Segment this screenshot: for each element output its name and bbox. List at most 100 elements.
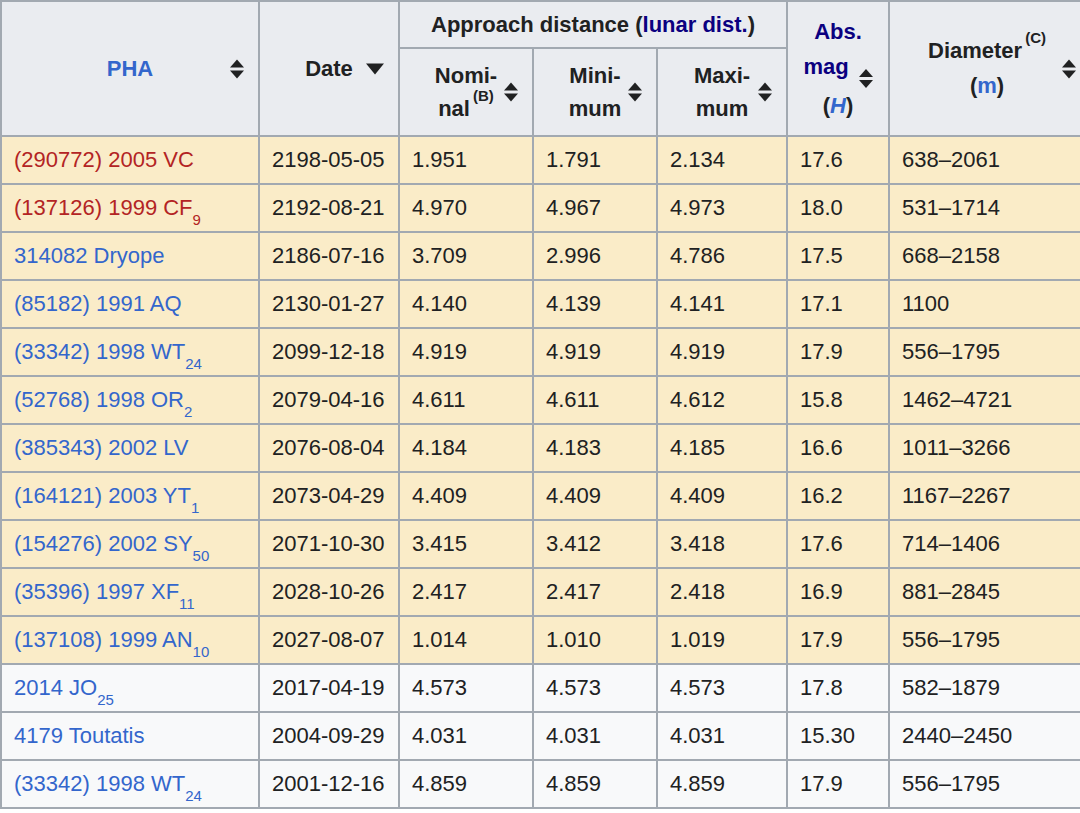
pha-link[interactable]: (290772) 2005 VC (14, 147, 194, 172)
sort-both-icon[interactable] (504, 83, 518, 102)
minimum-cell: 4.573 (533, 664, 657, 712)
col-header-diameter[interactable]: Diameter(C) (m) (889, 1, 1080, 136)
pha-link[interactable]: (137126) 1999 CF9 (14, 195, 201, 220)
sort-both-icon[interactable] (230, 59, 244, 78)
col-header-minimum[interactable]: Mini- mum (533, 48, 657, 136)
pha-cell: 4179 Toutatis (1, 712, 259, 760)
pha-link[interactable]: (33342) 1998 WT24 (14, 771, 202, 796)
pha-link[interactable]: (137108) 1999 AN10 (14, 627, 209, 652)
nominal-cell: 4.573 (399, 664, 533, 712)
pha-cell: 314082 Dryope (1, 232, 259, 280)
sort-both-icon[interactable] (758, 83, 772, 102)
diameter-cell: 714–1406 (889, 520, 1080, 568)
pha-link[interactable]: (85182) 1991 AQ (14, 291, 182, 316)
table-row: (52768) 1998 OR2 2079-04-16 4.611 4.611 … (1, 376, 1080, 424)
pha-link[interactable]: (33342) 1998 WT24 (14, 339, 202, 364)
pha-cell: (154276) 2002 SY50 (1, 520, 259, 568)
col-header-approach-distance: Approach distance (lunar dist.) (399, 1, 787, 48)
minimum-cell: 2.996 (533, 232, 657, 280)
pha-link[interactable]: (385343) 2002 LV (14, 435, 189, 460)
diameter-cell: 1462–4721 (889, 376, 1080, 424)
h-paren-close: ) (846, 93, 853, 118)
abs-mag-cell: 15.8 (787, 376, 889, 424)
col-header-nominal[interactable]: Nomi- nal(B) (399, 48, 533, 136)
date-cell: 2028-10-26 (259, 568, 399, 616)
minimum-cell: 1.010 (533, 616, 657, 664)
pha-link[interactable]: (52768) 1998 OR2 (14, 387, 192, 412)
maximum-cell: 4.859 (657, 760, 787, 808)
abs-mag-cell: 17.9 (787, 328, 889, 376)
date-cell: 2027-08-07 (259, 616, 399, 664)
maximum-cell: 4.031 (657, 712, 787, 760)
nominal-header-line2: nal (438, 96, 470, 121)
maximum-header-line1: Maxi- (694, 59, 750, 92)
metre-unit-link[interactable]: m (977, 73, 997, 98)
sort-descending-icon[interactable] (366, 63, 384, 74)
abs-mag-link-part1[interactable]: Abs. (814, 19, 862, 44)
date-cell: 2017-04-19 (259, 664, 399, 712)
diameter-cell: 531–1714 (889, 184, 1080, 232)
maximum-cell: 4.185 (657, 424, 787, 472)
pha-link[interactable]: 4179 Toutatis (14, 723, 144, 748)
abs-mag-cell: 17.1 (787, 280, 889, 328)
diameter-cell: 881–2845 (889, 568, 1080, 616)
pha-link[interactable]: (164121) 2003 YT1 (14, 483, 199, 508)
table-row: 314082 Dryope 2186-07-16 3.709 2.996 4.7… (1, 232, 1080, 280)
pha-link[interactable]: (35396) 1997 XF11 (14, 579, 195, 604)
date-cell: 2001-12-16 (259, 760, 399, 808)
sort-both-icon[interactable] (1062, 59, 1076, 78)
minimum-cell: 4.859 (533, 760, 657, 808)
col-header-maximum[interactable]: Maxi- mum (657, 48, 787, 136)
abs-mag-link-part2[interactable]: mag (803, 54, 848, 79)
lunar-dist-link[interactable]: lunar dist. (643, 12, 748, 37)
sort-both-icon[interactable] (859, 69, 873, 88)
nominal-footnote-b: (B) (473, 87, 494, 104)
date-cell: 2130-01-27 (259, 280, 399, 328)
nominal-cell: 4.184 (399, 424, 533, 472)
pha-cell: (85182) 1991 AQ (1, 280, 259, 328)
date-header-label: Date (305, 56, 353, 81)
sort-both-icon[interactable] (628, 83, 642, 102)
minimum-cell: 4.409 (533, 472, 657, 520)
date-cell: 2079-04-16 (259, 376, 399, 424)
abs-mag-cell: 17.9 (787, 760, 889, 808)
nominal-cell: 3.415 (399, 520, 533, 568)
maximum-cell: 4.786 (657, 232, 787, 280)
minimum-cell: 4.611 (533, 376, 657, 424)
abs-mag-cell: 17.9 (787, 616, 889, 664)
nominal-cell: 2.417 (399, 568, 533, 616)
minimum-header-line2: mum (569, 92, 622, 125)
table-row: (35396) 1997 XF11 2028-10-26 2.417 2.417… (1, 568, 1080, 616)
diameter-header-label: Diameter (928, 38, 1022, 63)
col-header-pha[interactable]: PHA (1, 1, 259, 136)
pha-link[interactable]: (154276) 2002 SY50 (14, 531, 209, 556)
col-header-abs-mag[interactable]: Abs. mag (H) (787, 1, 889, 136)
pha-close-approaches-table: PHA Date Approach distance (lunar dist.)… (0, 0, 1080, 809)
pha-header-link[interactable]: PHA (107, 56, 153, 81)
minimum-cell: 1.791 (533, 136, 657, 184)
date-cell: 2071-10-30 (259, 520, 399, 568)
abs-mag-cell: 17.6 (787, 520, 889, 568)
pha-cell: (33342) 1998 WT24 (1, 760, 259, 808)
pha-link[interactable]: 2014 JO25 (14, 675, 114, 700)
minimum-cell: 2.417 (533, 568, 657, 616)
maximum-cell: 4.612 (657, 376, 787, 424)
table-row: (33342) 1998 WT24 2001-12-16 4.859 4.859… (1, 760, 1080, 808)
col-header-date[interactable]: Date (259, 1, 399, 136)
date-cell: 2004-09-29 (259, 712, 399, 760)
diameter-cell: 2440–2450 (889, 712, 1080, 760)
minimum-cell: 4.139 (533, 280, 657, 328)
diameter-cell: 638–2061 (889, 136, 1080, 184)
maximum-header-line2: mum (694, 92, 750, 125)
diameter-cell: 1100 (889, 280, 1080, 328)
abs-mag-cell: 17.6 (787, 136, 889, 184)
date-cell: 2076-08-04 (259, 424, 399, 472)
m-paren-close: ) (997, 73, 1004, 98)
pha-cell: 2014 JO25 (1, 664, 259, 712)
pha-link[interactable]: 314082 Dryope (14, 243, 164, 268)
abs-mag-cell: 15.30 (787, 712, 889, 760)
pha-cell: (385343) 2002 LV (1, 424, 259, 472)
h-symbol-link[interactable]: H (830, 93, 846, 118)
minimum-cell: 4.967 (533, 184, 657, 232)
date-cell: 2073-04-29 (259, 472, 399, 520)
